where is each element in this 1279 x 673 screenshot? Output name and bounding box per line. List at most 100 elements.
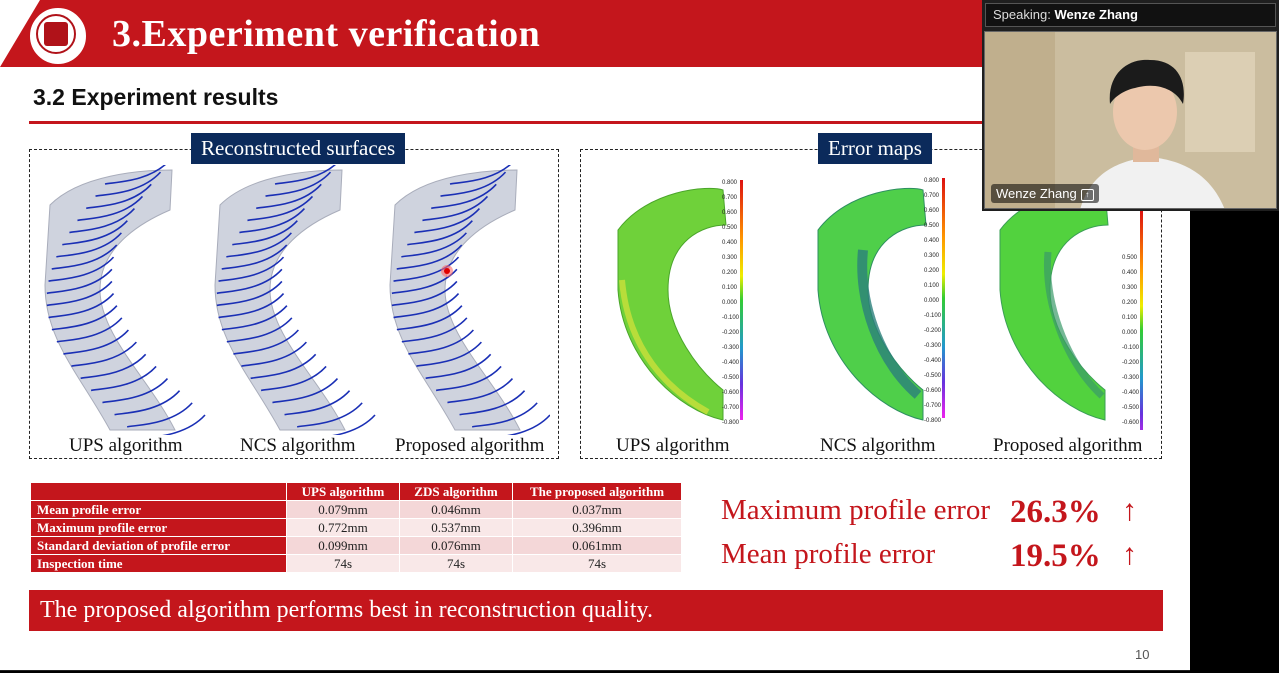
blade-rib [449, 165, 511, 185]
colorbar-tick: 0.800 [924, 178, 940, 184]
ncs-surface [214, 165, 376, 435]
slide-title: 3.Experiment verification [112, 13, 541, 55]
table-cell: 74s [512, 554, 682, 573]
blade-rib [391, 280, 458, 307]
colorbar-tick: -0.800 [924, 418, 942, 424]
blade-rib [226, 317, 293, 343]
colorbar-tick: 0.000 [722, 300, 738, 306]
table-cell: 0.537mm [399, 518, 513, 537]
blade-rib [216, 280, 283, 307]
colorbar-tick: 0.100 [1122, 315, 1138, 321]
blade-rib [250, 353, 317, 380]
blade-rib [408, 329, 474, 355]
colorbar-tick: -0.200 [924, 328, 942, 334]
ups-surface [44, 165, 206, 435]
logo-ring [36, 14, 76, 54]
participant-video[interactable]: Wenze Zhang ↑ [984, 31, 1277, 209]
blade-rib [86, 183, 152, 210]
colorbar-tick: -0.700 [924, 403, 942, 409]
colorbar-tick: 0.800 [722, 180, 738, 186]
row-label: Inspection time [30, 554, 287, 573]
colorbar-tick: -0.300 [924, 343, 942, 349]
colorbar-tick: 0.200 [722, 270, 738, 276]
table-cell: 0.037mm [512, 500, 682, 519]
stat-max-error-label: Maximum profile error [721, 494, 990, 526]
table-cell: 0.076mm [399, 536, 513, 555]
blade-rib [247, 195, 314, 222]
colorbar-tick: -0.600 [924, 388, 942, 394]
colorbar-tick: 0.500 [722, 225, 738, 231]
share-icon: ↑ [1080, 188, 1094, 201]
colorbar-tick: -0.400 [924, 358, 942, 364]
blade-rib [102, 378, 169, 404]
colorbar-tick: 0.500 [924, 223, 940, 229]
blade-rib [51, 305, 118, 331]
blade-rib [104, 165, 166, 185]
colorbar-tick: 0.500 [1122, 255, 1138, 261]
blade-rib [396, 244, 463, 270]
colorbar [740, 180, 743, 420]
blade-rib [56, 232, 122, 258]
colorbar-tick: -0.700 [722, 405, 740, 411]
speaker-name: Wenze Zhang [1054, 7, 1138, 22]
blade-rib [416, 341, 482, 367]
table-header: The proposed algorithm [512, 482, 682, 501]
blade-rib [56, 317, 123, 343]
blade-rib [226, 232, 292, 258]
colorbar-tick: -0.300 [722, 345, 740, 351]
blade-rib [48, 256, 115, 282]
colorbar-tick: -0.800 [722, 420, 740, 426]
blade-rib [69, 208, 136, 234]
logo-emblem [44, 22, 68, 46]
proposed-surface [389, 165, 550, 435]
conclusion-banner: The proposed algorithm performs best in … [29, 590, 1163, 631]
arrow-up-icon: ↑ [1122, 494, 1137, 527]
table-cell: 74s [286, 554, 400, 573]
colorbar-tick: 0.400 [924, 238, 940, 244]
blade-rib [46, 280, 113, 307]
colorbar-tick: 0.200 [1122, 300, 1138, 306]
blade-rib [435, 365, 502, 392]
error-maps-tag: Error maps [818, 133, 932, 164]
blade-rib [407, 220, 473, 246]
colorbar-tick: -0.200 [722, 330, 740, 336]
row-label: Mean profile error [30, 500, 287, 519]
blade-rib [218, 256, 285, 282]
colorbar-tick: -0.100 [1122, 345, 1140, 351]
background-shadow [985, 32, 1055, 208]
blade-rib [393, 256, 460, 282]
blade-rib [63, 329, 129, 355]
colorbar-tick: 0.300 [722, 255, 738, 261]
table-cell: 0.061mm [512, 536, 682, 555]
arrow-up-icon: ↑ [1122, 538, 1137, 571]
table-cell: 0.396mm [512, 518, 682, 537]
colorbar-tick: 0.600 [924, 208, 940, 214]
blade-body [389, 169, 521, 431]
blade-rib [440, 171, 507, 197]
blade-rib [296, 402, 363, 428]
colorbar-tick: -0.500 [1122, 405, 1140, 411]
colorbar-tick: -0.400 [1122, 390, 1140, 396]
colorbar-tick: 0.300 [924, 253, 940, 259]
table-cell: 0.772mm [286, 518, 400, 537]
blade-rib [239, 208, 306, 234]
colorbar-tick: 0.700 [924, 193, 940, 199]
blade-rib [447, 378, 514, 404]
table-header: UPS algorithm [286, 482, 400, 501]
face [1113, 74, 1177, 150]
slide-bottom-border [0, 670, 1190, 671]
colorbar-tick: 0.100 [722, 285, 738, 291]
blade-rib [46, 268, 113, 295]
colorbar-tick: 0.700 [722, 195, 738, 201]
page-number: 10 [1135, 647, 1150, 662]
blade-rib [507, 414, 550, 435]
blade-rib [401, 232, 467, 258]
blade-rib [431, 183, 497, 210]
row-label: Maximum profile error [30, 518, 287, 537]
reconstructed-surfaces-figure [44, 165, 550, 435]
table-cell: 0.046mm [399, 500, 513, 519]
blade-rib [126, 402, 193, 428]
table-header-blank [30, 482, 287, 501]
table-cell: 74s [399, 554, 513, 573]
participant-figure [985, 32, 1276, 208]
